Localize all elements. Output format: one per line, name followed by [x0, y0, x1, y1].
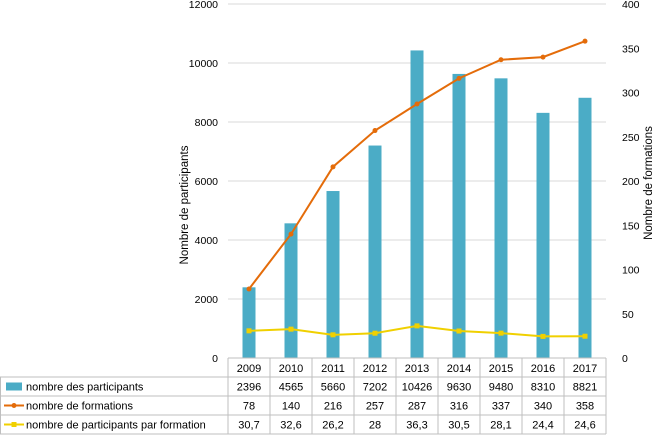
- x-tick-label: 2010: [279, 363, 303, 375]
- data-label: 340: [534, 401, 552, 413]
- x-tick-label: 2015: [489, 363, 513, 375]
- y-left-tick-label: 4000: [195, 235, 219, 247]
- point-formations-2013: [414, 101, 420, 107]
- x-tick-label: 2012: [363, 363, 387, 375]
- point-participants-per-formation-2015: [498, 330, 504, 336]
- data-label: 24,6: [574, 420, 595, 432]
- y-right-tick-label: 50: [622, 309, 634, 321]
- data-label: 4565: [279, 382, 303, 394]
- data-label: 287: [408, 401, 426, 413]
- y-axis-left-title: Nombre de participants: [179, 145, 191, 264]
- point-formations-2009: [246, 286, 252, 292]
- y-right-tick-label: 350: [622, 43, 640, 55]
- point-participants-per-formation-2017: [582, 333, 588, 339]
- bar-participants-2009: [242, 287, 256, 358]
- point-participants-per-formation-2016: [540, 333, 546, 339]
- data-label: 26,2: [322, 420, 343, 432]
- data-label: 358: [576, 401, 594, 413]
- data-label: 28,1: [490, 420, 511, 432]
- x-tick-label: 2014: [447, 363, 471, 375]
- data-label: 316: [450, 401, 468, 413]
- data-label: 8821: [573, 382, 597, 394]
- y-right-tick-label: 0: [622, 353, 628, 365]
- axes: 0 2000 4000 6000 8000 10000 12000 0 50 100 150 200 2…: [189, 0, 640, 365]
- y-right-tick-label: 100: [622, 265, 640, 277]
- data-label: 32,6: [280, 420, 301, 432]
- legend-label: nombre de participants par formation: [26, 420, 206, 432]
- y-left-tick-label: 8000: [195, 117, 219, 129]
- y-right-tick-label: 400: [622, 0, 640, 11]
- y-right-tick-label: 150: [622, 220, 640, 232]
- data-label: 7202: [363, 382, 387, 394]
- y-left-tick-label: 2000: [195, 294, 219, 306]
- data-label: 24,4: [532, 420, 553, 432]
- data-label: 257: [366, 401, 384, 413]
- y-axis-right-title: Nombre de formations: [643, 126, 655, 240]
- data-label: 10426: [402, 382, 433, 394]
- point-participants-per-formation-2010: [288, 326, 294, 332]
- y-right-tick-label: 300: [622, 88, 640, 100]
- bar-participants-2010: [284, 223, 298, 358]
- data-label: 36,3: [406, 420, 427, 432]
- data-label: 337: [492, 401, 510, 413]
- x-tick-label: 2016: [531, 363, 555, 375]
- bar-participants-2015: [494, 78, 508, 358]
- legend-key-bar: [6, 382, 22, 391]
- point-participants-per-formation-2009: [246, 328, 252, 334]
- x-tick-label: 2013: [405, 363, 429, 375]
- data-table: 2009 2010 2011 2012 2013 2014 2015 2016 2017 nomb…: [0, 357, 607, 435]
- legend-label: nombre des participants: [26, 382, 144, 394]
- point-formations-2017: [582, 38, 588, 44]
- point-participants-per-formation-2011: [330, 332, 336, 338]
- point-formations-2012: [372, 128, 378, 134]
- y-right-tick-label: 250: [622, 132, 640, 144]
- data-label: 28: [369, 420, 381, 432]
- bar-participants-2017: [578, 97, 592, 358]
- data-label: 2396: [237, 382, 261, 394]
- legend-key-marker: [11, 422, 17, 427]
- lines: [246, 38, 588, 339]
- y-left-tick-label: 0: [212, 353, 218, 365]
- data-label: 9480: [489, 382, 513, 394]
- point-participants-per-formation-2013: [414, 323, 420, 329]
- x-tick-label: 2009: [237, 363, 261, 375]
- y-left-tick-label: 6000: [195, 176, 219, 188]
- y-left-tick-label: 12000: [189, 0, 218, 11]
- point-formations-2016: [540, 54, 546, 60]
- point-formations-2015: [498, 57, 504, 63]
- x-tick-label: 2017: [573, 363, 597, 375]
- data-label: 78: [243, 401, 255, 413]
- point-participants-per-formation-2014: [456, 328, 462, 334]
- bar-participants-2011: [326, 191, 340, 358]
- x-tick-label: 2011: [321, 363, 345, 375]
- participants-bars: [242, 50, 592, 359]
- y-left-tick-label: 10000: [189, 58, 218, 70]
- bar-participants-2016: [536, 112, 550, 358]
- data-label: 216: [324, 401, 342, 413]
- data-label: 5660: [321, 382, 345, 394]
- legend-label: nombre de formations: [26, 401, 133, 413]
- point-formations-2014: [456, 75, 462, 81]
- data-label: 8310: [531, 382, 555, 394]
- data-label: 30,7: [238, 420, 259, 432]
- point-participants-per-formation-2012: [372, 330, 378, 336]
- data-label: 140: [282, 401, 300, 413]
- data-label: 30,5: [448, 420, 469, 432]
- data-label: 9630: [447, 382, 471, 394]
- point-formations-2010: [288, 231, 294, 237]
- legend-key-marker: [11, 403, 17, 408]
- y-right-tick-label: 200: [622, 176, 640, 188]
- bar-participants-2013: [410, 50, 424, 359]
- bar-participants-2014: [452, 73, 466, 358]
- bar-participants-2012: [368, 145, 382, 358]
- point-formations-2011: [330, 164, 336, 170]
